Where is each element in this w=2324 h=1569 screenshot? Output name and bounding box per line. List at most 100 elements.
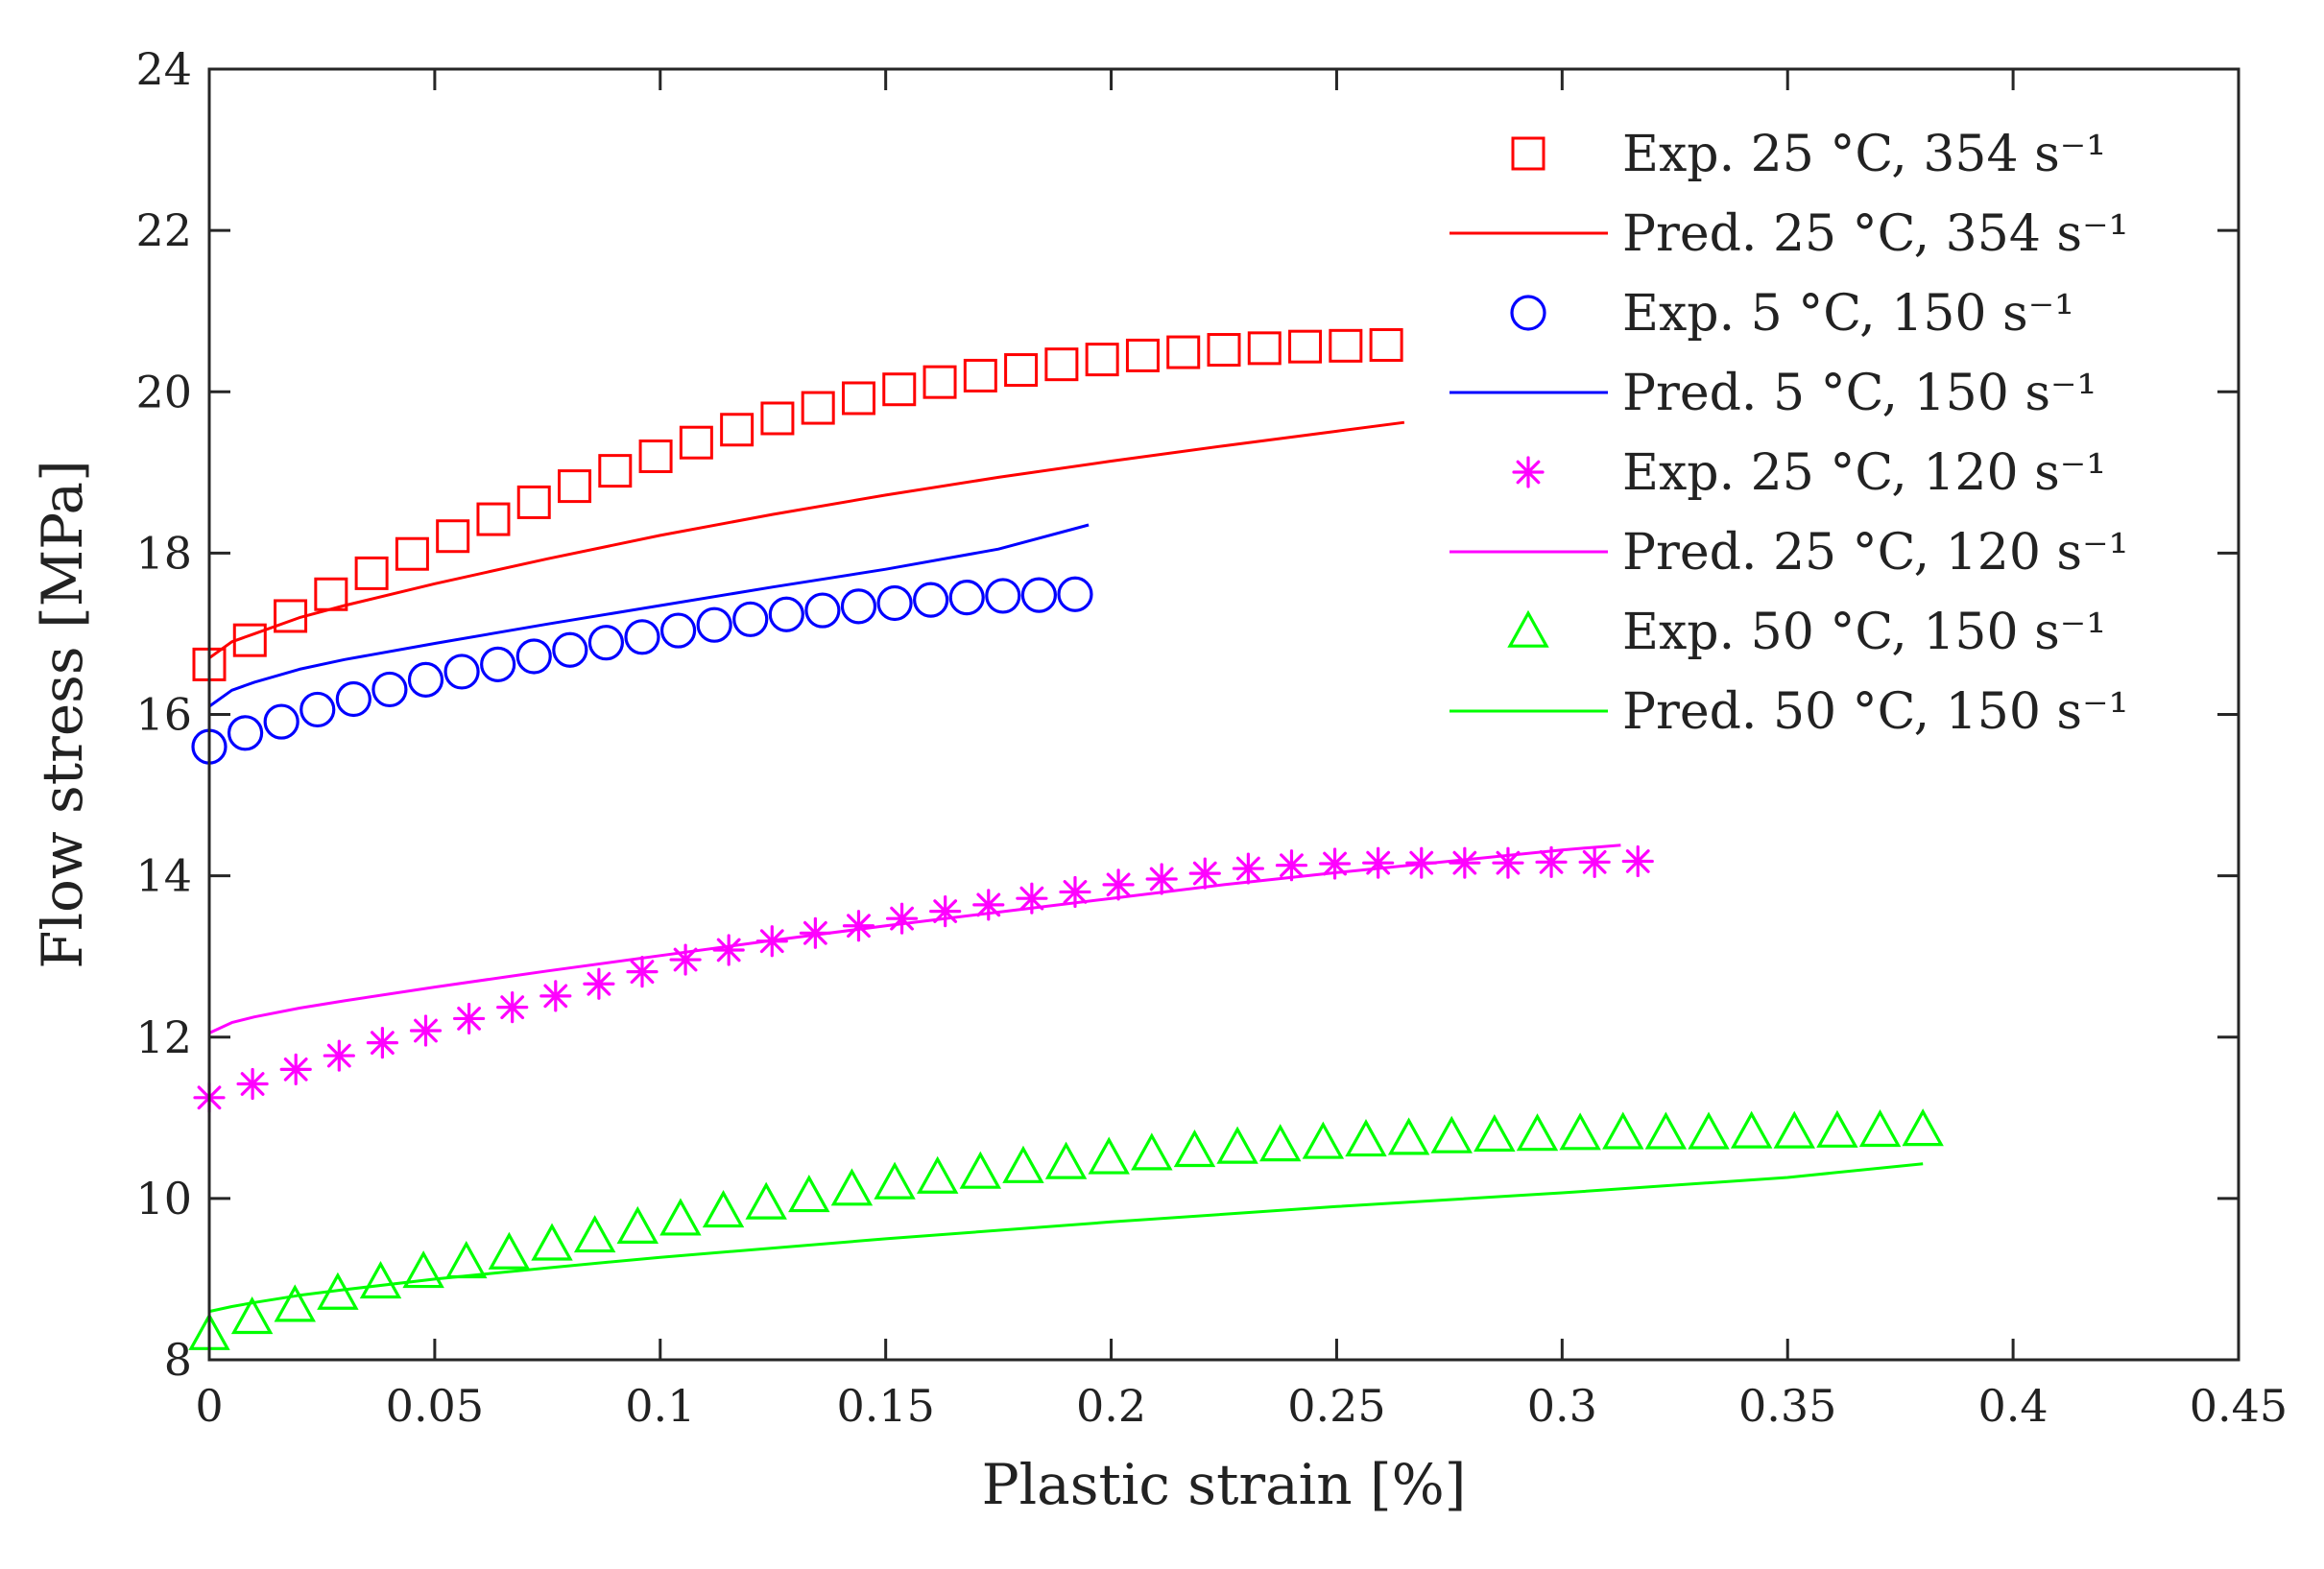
data-point bbox=[1345, 1119, 1387, 1157]
tick-labels: 0 0.05 0.1 0.15 0.2 0.25 0.3 0.35 0.4 0.45 8 10 12 14… bbox=[135, 43, 2288, 1432]
data-point bbox=[1275, 849, 1308, 882]
data-point bbox=[1621, 844, 1654, 878]
data-point bbox=[1131, 1132, 1173, 1171]
legend-item: Pred. 25 °C, 354 s⁻¹ bbox=[1450, 205, 2128, 263]
asterisk-stroke bbox=[847, 914, 871, 939]
asterisk-stroke bbox=[370, 1031, 395, 1056]
y-tick-label: 24 bbox=[135, 43, 192, 95]
data-point bbox=[830, 1168, 874, 1206]
x-tick-label: 0.15 bbox=[836, 1380, 934, 1432]
y-tick-label: 20 bbox=[135, 366, 192, 417]
x-tick-label: 0.4 bbox=[1978, 1380, 2048, 1432]
series-3 bbox=[208, 523, 1090, 708]
data-point bbox=[409, 1014, 443, 1047]
data-point bbox=[876, 584, 913, 622]
data-point bbox=[452, 1002, 486, 1035]
data-point bbox=[874, 1161, 916, 1200]
data-point bbox=[552, 631, 588, 668]
data-point bbox=[366, 1027, 398, 1059]
series-7 bbox=[208, 1162, 1924, 1314]
x-tick-label: 0.35 bbox=[1738, 1380, 1836, 1432]
data-point bbox=[840, 588, 877, 625]
data-point bbox=[885, 902, 919, 935]
data-point bbox=[395, 536, 429, 571]
data-point bbox=[1473, 1114, 1516, 1153]
data-point bbox=[335, 680, 371, 718]
asterisk-stroke bbox=[1192, 861, 1217, 886]
data-point bbox=[488, 1231, 531, 1270]
asterisk-stroke bbox=[457, 1007, 481, 1031]
legend-item: Exp. 25 °C, 354 s⁻¹ bbox=[1511, 126, 2106, 183]
data-point bbox=[407, 661, 444, 698]
data-point bbox=[1259, 1124, 1302, 1162]
asterisk-stroke bbox=[240, 1072, 265, 1096]
series-line bbox=[208, 844, 1621, 1034]
legend-label: Pred. 50 °C, 150 s⁻¹ bbox=[1622, 683, 2128, 741]
data-point bbox=[624, 619, 660, 655]
data-point bbox=[1044, 347, 1079, 382]
data-point bbox=[1362, 846, 1395, 879]
data-point bbox=[1288, 329, 1323, 364]
asterisk-stroke bbox=[500, 995, 525, 1020]
data-point bbox=[1004, 353, 1039, 388]
x-tick-label: 0.45 bbox=[2190, 1380, 2288, 1432]
data-point bbox=[1578, 845, 1611, 878]
asterisk-stroke bbox=[1106, 872, 1131, 897]
data-point bbox=[1085, 343, 1119, 377]
asterisk-stroke bbox=[1516, 460, 1541, 485]
data-point bbox=[1207, 333, 1241, 368]
asterisk-stroke bbox=[803, 920, 827, 945]
data-point bbox=[1816, 1109, 1858, 1148]
x-tick-label: 0 bbox=[195, 1380, 223, 1432]
y-tick-label: 16 bbox=[135, 689, 192, 741]
series-5 bbox=[208, 844, 1621, 1034]
y-tick-label: 12 bbox=[135, 1011, 192, 1063]
data-point bbox=[583, 967, 615, 1000]
legend-item: Exp. 5 °C, 150 s⁻¹ bbox=[1510, 285, 2074, 343]
legend-item: Pred. 5 °C, 150 s⁻¹ bbox=[1450, 365, 2096, 422]
series-layer bbox=[188, 327, 1944, 1350]
series-line bbox=[208, 420, 1405, 659]
data-point bbox=[1369, 327, 1403, 362]
data-point bbox=[1247, 331, 1282, 366]
legend-marker bbox=[1512, 456, 1545, 488]
data-point bbox=[359, 1261, 402, 1299]
asterisk-stroke bbox=[1235, 856, 1260, 881]
data-point bbox=[963, 358, 997, 392]
data-point bbox=[1145, 863, 1178, 895]
data-point bbox=[402, 1250, 444, 1289]
asterisk-stroke bbox=[1063, 880, 1088, 904]
data-point bbox=[1125, 338, 1160, 372]
data-point bbox=[929, 895, 962, 928]
asterisk-stroke bbox=[630, 960, 655, 985]
legend-label: Exp. 25 °C, 354 s⁻¹ bbox=[1622, 126, 2106, 183]
data-point bbox=[1644, 1111, 1688, 1150]
asterisk-stroke bbox=[283, 1057, 308, 1082]
legend-marker bbox=[1510, 295, 1546, 331]
data-point bbox=[573, 1215, 616, 1253]
data-point bbox=[1188, 857, 1221, 890]
legend-item: Exp. 25 °C, 120 s⁻¹ bbox=[1512, 444, 2106, 502]
data-point bbox=[922, 365, 957, 399]
data-point bbox=[638, 440, 673, 473]
x-tick-label: 0.3 bbox=[1527, 1380, 1597, 1432]
data-point bbox=[279, 1053, 312, 1085]
asterisk-stroke bbox=[1323, 851, 1347, 876]
data-point bbox=[659, 1198, 702, 1236]
data-point bbox=[299, 691, 336, 728]
x-tick-label: 0.05 bbox=[386, 1380, 484, 1432]
legend-item: Pred. 50 °C, 150 s⁻¹ bbox=[1450, 683, 2128, 741]
series-4 bbox=[193, 844, 1654, 1114]
asterisk-stroke bbox=[543, 984, 568, 1009]
data-point bbox=[1088, 1136, 1130, 1175]
data-point bbox=[274, 1284, 316, 1322]
data-point bbox=[227, 715, 264, 751]
series-line bbox=[208, 523, 1090, 708]
data-point bbox=[354, 556, 389, 590]
legend-marker bbox=[1511, 136, 1545, 171]
data-point bbox=[788, 1175, 830, 1213]
data-point bbox=[1216, 1126, 1258, 1164]
data-point bbox=[587, 625, 625, 661]
